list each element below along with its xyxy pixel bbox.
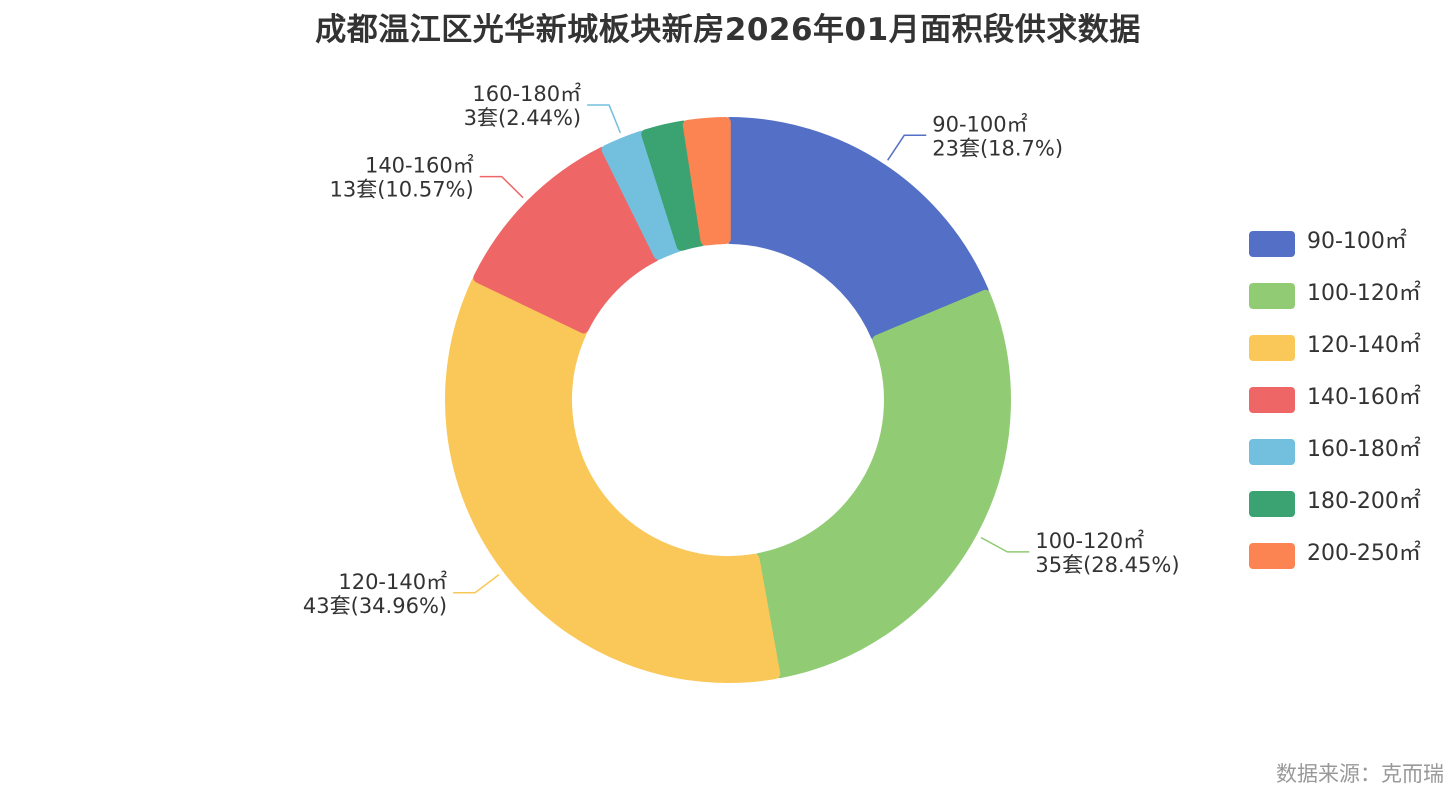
donut-slice[interactable] (753, 289, 1011, 679)
legend-label: 180-200㎡ (1307, 489, 1421, 514)
leader-line (980, 536, 1030, 553)
legend: 90-100㎡ 100-120㎡ 120-140㎡ 140-160㎡ 160-180㎡ 1… (1249, 229, 1421, 593)
legend-label: 140-160㎡ (1307, 385, 1421, 410)
slice-category-label: 160-180㎡ (472, 82, 581, 106)
donut-slice[interactable] (725, 117, 989, 341)
legend-item[interactable]: 120-140㎡ (1249, 333, 1421, 385)
legend-swatch (1249, 439, 1295, 465)
legend-item[interactable]: 100-120㎡ (1249, 281, 1421, 333)
legend-item[interactable]: 180-200㎡ (1249, 489, 1421, 541)
legend-label: 160-180㎡ (1307, 437, 1421, 462)
legend-item[interactable]: 200-250㎡ (1249, 541, 1421, 593)
slice-category-label: 100-120㎡ (1035, 529, 1144, 553)
chart-title: 成都温江区光华新城板块新房2026年01月面积段供求数据 (315, 12, 1141, 48)
legend-swatch (1249, 543, 1295, 569)
leader-line (479, 175, 524, 199)
legend-swatch (1249, 335, 1295, 361)
slice-value-label: 35套(28.45%) (1035, 553, 1179, 577)
legend-label: 200-250㎡ (1307, 541, 1421, 566)
slice-category-label: 90-100㎡ (932, 112, 1027, 136)
legend-swatch (1249, 387, 1295, 413)
slice-value-label: 3套(2.44%) (464, 106, 581, 130)
legend-swatch (1249, 283, 1295, 309)
legend-item[interactable]: 140-160㎡ (1249, 385, 1421, 437)
legend-label: 90-100㎡ (1307, 229, 1407, 254)
donut-slice[interactable] (682, 117, 731, 246)
legend-swatch (1249, 231, 1295, 257)
slice-value-label: 43套(34.96%) (303, 594, 447, 618)
legend-item[interactable]: 160-180㎡ (1249, 437, 1421, 489)
legend-item[interactable]: 90-100㎡ (1249, 229, 1421, 281)
legend-swatch (1249, 491, 1295, 517)
leader-line (453, 573, 500, 594)
leader-line (587, 104, 622, 134)
legend-label: 120-140㎡ (1307, 333, 1421, 358)
slice-value-label: 23套(18.7%) (932, 136, 1063, 160)
leader-line (886, 134, 927, 161)
slice-category-label: 120-140㎡ (338, 570, 447, 594)
slice-value-label: 13套(10.57%) (330, 178, 474, 202)
slice-category-label: 140-160㎡ (365, 154, 474, 178)
source-note: 数据来源：克而瑞 (1276, 762, 1444, 786)
donut-slices (445, 117, 1011, 683)
legend-label: 100-120㎡ (1307, 281, 1421, 306)
donut-slice[interactable] (445, 276, 781, 683)
